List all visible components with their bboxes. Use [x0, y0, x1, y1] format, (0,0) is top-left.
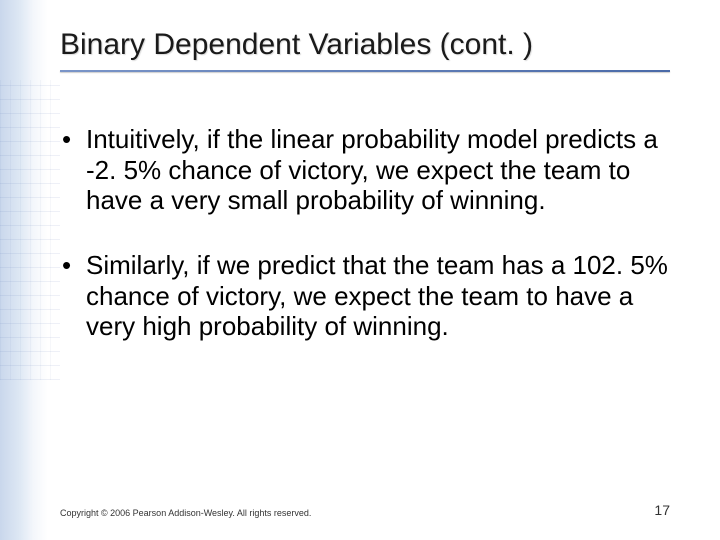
copyright-text: Copyright © 2006 Pearson Addison-Wesley.…: [60, 508, 311, 518]
bullet-item: Intuitively, if the linear probability m…: [60, 124, 670, 216]
page-number: 17: [654, 502, 670, 518]
slide-footer: Copyright © 2006 Pearson Addison-Wesley.…: [60, 502, 670, 518]
title-underline: [60, 70, 670, 72]
slide-title: Binary Dependent Variables (cont. ): [60, 28, 670, 62]
bullet-list: Intuitively, if the linear probability m…: [60, 124, 670, 342]
slide-container: Binary Dependent Variables (cont. ) Intu…: [0, 0, 720, 540]
bullet-item: Similarly, if we predict that the team h…: [60, 250, 670, 342]
